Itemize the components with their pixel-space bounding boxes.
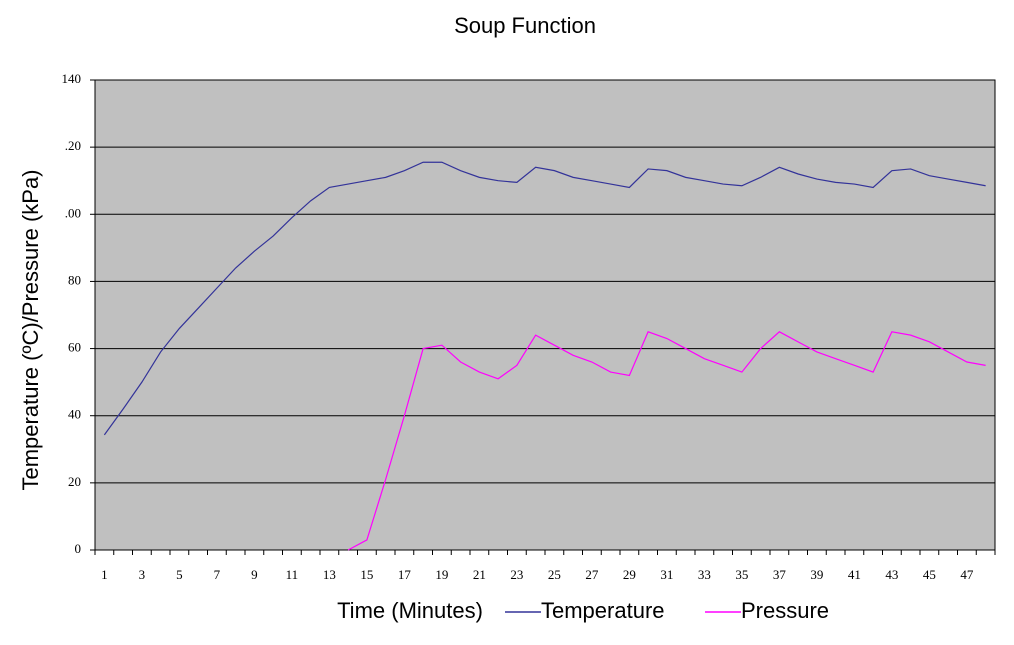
- x-axis-label: Time (Minutes): [337, 598, 483, 623]
- x-tick-label: 31: [660, 567, 673, 582]
- y-axis-label: Temperature (ºC)/Pressure (kPa): [18, 169, 43, 490]
- y-tick-label: .00: [65, 205, 81, 220]
- x-tick-label: 45: [923, 567, 936, 582]
- y-tick-label: 80: [68, 272, 81, 287]
- chart-title: Soup Function: [454, 13, 596, 38]
- x-tick-label: 33: [698, 567, 711, 582]
- x-tick-label: 23: [510, 567, 523, 582]
- series-line: [347, 331, 986, 551]
- x-tick-label: 9: [251, 567, 258, 582]
- x-tick-label: 37: [773, 567, 787, 582]
- y-tick-label: .20: [65, 138, 81, 153]
- x-tick-label: 15: [360, 567, 373, 582]
- x-tick-label: 7: [214, 567, 221, 582]
- x-tick-label: 43: [885, 567, 898, 582]
- x-tick-label: 1: [101, 567, 108, 582]
- x-tick-label: 19: [435, 567, 448, 582]
- legend-label: Temperature: [541, 598, 665, 623]
- y-tick-label: 140: [62, 71, 82, 86]
- x-tick-label: 35: [735, 567, 748, 582]
- legend-label: Pressure: [741, 598, 829, 623]
- x-tick-label: 17: [398, 567, 412, 582]
- x-tick-label: 39: [810, 567, 823, 582]
- x-tick-label: 47: [960, 567, 974, 582]
- y-tick-label: 60: [68, 340, 81, 355]
- x-tick-label: 21: [473, 567, 486, 582]
- plot-area: [94, 79, 996, 551]
- series-line: [103, 161, 986, 436]
- y-tick-label: 0: [75, 541, 82, 556]
- x-tick-label: 3: [139, 567, 146, 582]
- x-tick-label: 41: [848, 567, 861, 582]
- x-tick-label: 25: [548, 567, 561, 582]
- y-tick-label: 40: [68, 407, 81, 422]
- x-tick-label: 29: [623, 567, 636, 582]
- x-tick-label: 5: [176, 567, 183, 582]
- x-tick-label: 13: [323, 567, 336, 582]
- y-tick-label: 20: [68, 474, 81, 489]
- x-tick-label: 11: [286, 567, 299, 582]
- x-tick-label: 27: [585, 567, 599, 582]
